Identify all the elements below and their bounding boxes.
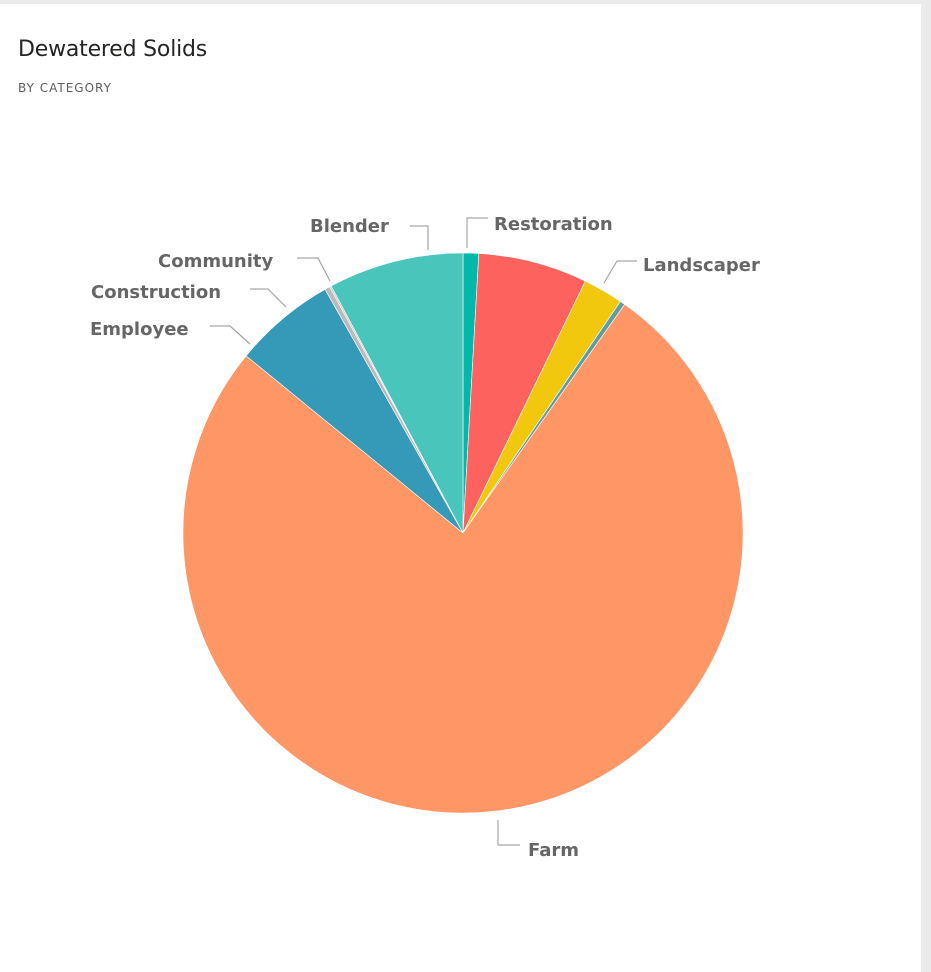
data-label-employee: Employee — [90, 319, 189, 340]
data-label-farm: Farm — [528, 840, 579, 861]
leader-line-landscaper — [603, 260, 637, 284]
leader-line-farm — [497, 820, 520, 846]
data-label-restoration: Restoration — [494, 214, 613, 235]
data-label-community: Community — [158, 251, 273, 272]
pie-slices — [182, 252, 744, 814]
pie-slice-blender-8[interactable] — [330, 252, 464, 534]
leader-line-blender — [410, 225, 429, 250]
pie-slice-farm-4[interactable] — [182, 304, 744, 814]
data-label-construction: Construction — [91, 282, 221, 303]
chart-title: Dewatered Solids — [18, 37, 208, 62]
leader-line-community — [297, 257, 331, 282]
leader-line-construction — [250, 288, 287, 308]
leader-line-restoration — [466, 217, 488, 248]
data-label-blender: Blender — [310, 216, 389, 237]
chart-subtitle: BY CATEGORY — [18, 81, 112, 95]
data-labels: Restoration Landscaper Blender Community… — [90, 214, 760, 861]
data-label-landscaper: Landscaper — [643, 255, 760, 276]
leader-line-employee — [210, 325, 251, 345]
